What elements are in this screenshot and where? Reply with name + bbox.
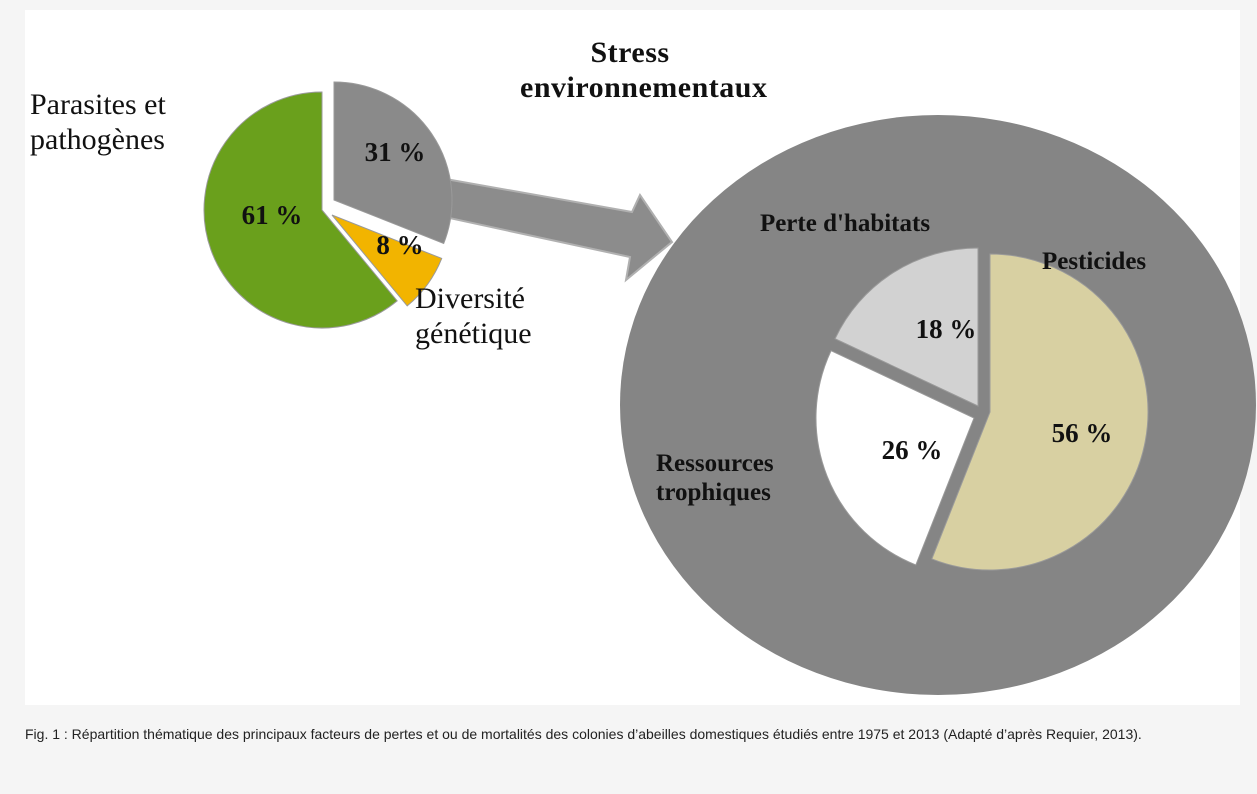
caption: Fig. 1 : Répartition thématique des prin… [25, 726, 1142, 742]
category-label: Stress environnementaux [520, 36, 768, 104]
value-label: 61 % [242, 200, 303, 230]
category-label: Diversité génétique [415, 282, 532, 350]
pie-slice [333, 81, 453, 245]
pie-slice [834, 247, 979, 407]
pie-slice [331, 214, 443, 307]
value-label: 26 % [882, 435, 943, 465]
category-label: Pesticides [1042, 248, 1147, 275]
arrow [439, 176, 674, 283]
value-label: 8 % [376, 230, 423, 260]
category-label: Perte d'habitats [759, 210, 931, 237]
pie-slice [931, 253, 1149, 571]
category-label: Parasites et pathogènes [30, 88, 166, 156]
category-label: Ressources trophiques [656, 450, 774, 506]
value-label: 18 % [916, 314, 977, 344]
pie-slice [815, 350, 975, 566]
value-label: 31 % [365, 137, 426, 167]
value-label: 56 % [1052, 418, 1113, 448]
pie-slice [203, 91, 398, 329]
chart: 31 % 8 % 61 % 56 % 26 % 18 % [203, 81, 1256, 695]
